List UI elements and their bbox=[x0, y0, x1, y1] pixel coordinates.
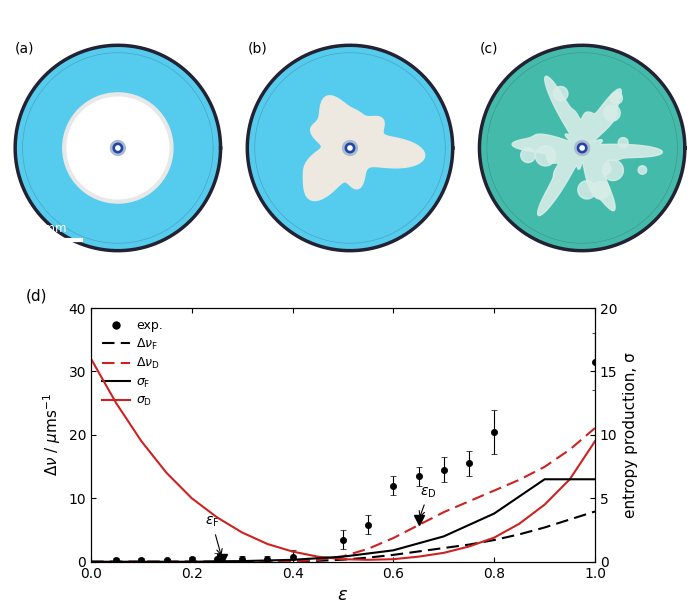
Text: $\varepsilon_\mathrm{F}$: $\varepsilon_\mathrm{F}$ bbox=[204, 515, 222, 554]
Text: (c): (c) bbox=[480, 42, 498, 56]
Polygon shape bbox=[521, 148, 536, 162]
Polygon shape bbox=[512, 76, 662, 216]
Polygon shape bbox=[113, 143, 122, 153]
Legend: exp., $\Delta\nu_\mathrm{F}$, $\Delta\nu_\mathrm{D}$, $\sigma_\mathrm{F}$, $\sig: exp., $\Delta\nu_\mathrm{F}$, $\Delta\nu… bbox=[97, 314, 168, 413]
Polygon shape bbox=[618, 138, 628, 147]
Text: $\varepsilon_\mathrm{D}$: $\varepsilon_\mathrm{D}$ bbox=[419, 485, 437, 516]
Polygon shape bbox=[63, 93, 173, 203]
Polygon shape bbox=[247, 45, 453, 251]
Polygon shape bbox=[303, 96, 425, 201]
Text: 30 mm: 30 mm bbox=[25, 222, 66, 234]
Polygon shape bbox=[578, 143, 587, 153]
Polygon shape bbox=[592, 181, 610, 199]
Polygon shape bbox=[610, 92, 622, 104]
Polygon shape bbox=[575, 141, 589, 155]
X-axis label: $\varepsilon$: $\varepsilon$ bbox=[337, 586, 349, 604]
Y-axis label: $\Delta\nu$ / $\mu$ms$^{-1}$: $\Delta\nu$ / $\mu$ms$^{-1}$ bbox=[41, 393, 63, 477]
Polygon shape bbox=[536, 146, 556, 166]
Polygon shape bbox=[480, 45, 685, 251]
Polygon shape bbox=[111, 141, 125, 155]
Polygon shape bbox=[15, 45, 220, 251]
Polygon shape bbox=[342, 141, 358, 155]
Polygon shape bbox=[116, 146, 120, 150]
Polygon shape bbox=[603, 160, 624, 181]
Y-axis label: entropy production, σ: entropy production, σ bbox=[623, 352, 638, 518]
Polygon shape bbox=[348, 146, 352, 150]
Polygon shape bbox=[604, 105, 620, 121]
Text: (b): (b) bbox=[247, 42, 267, 56]
Text: (a): (a) bbox=[15, 42, 34, 56]
Polygon shape bbox=[67, 97, 169, 199]
Polygon shape bbox=[578, 181, 596, 199]
Polygon shape bbox=[580, 146, 584, 150]
Polygon shape bbox=[638, 165, 647, 174]
Polygon shape bbox=[65, 95, 171, 201]
Text: (d): (d) bbox=[25, 289, 47, 303]
Polygon shape bbox=[554, 86, 568, 101]
Polygon shape bbox=[345, 143, 355, 153]
